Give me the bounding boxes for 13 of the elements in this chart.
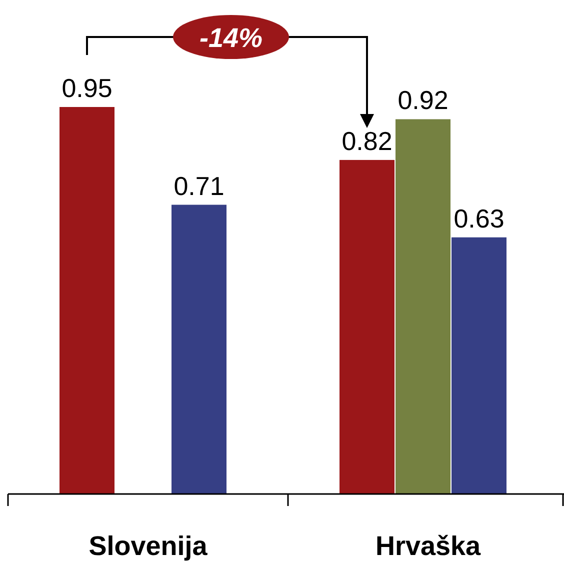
bar xyxy=(396,119,450,494)
x-tick-label: Slovenija xyxy=(88,531,208,561)
x-tick-label: Hrvaška xyxy=(375,531,482,561)
bar xyxy=(172,204,226,494)
bar xyxy=(452,237,506,494)
data-label: 0.63 xyxy=(454,203,504,234)
bar xyxy=(60,107,114,494)
data-label: 0.71 xyxy=(174,170,224,201)
data-label: 0.95 xyxy=(62,73,112,103)
text: -14% xyxy=(199,23,263,53)
data-label: 0.92 xyxy=(398,85,448,116)
data-label: 0.82 xyxy=(342,126,392,156)
bar xyxy=(340,160,394,494)
